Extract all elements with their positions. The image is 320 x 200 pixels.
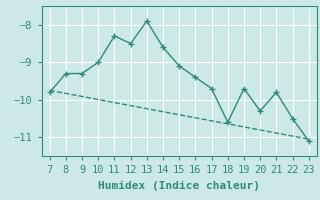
X-axis label: Humidex (Indice chaleur): Humidex (Indice chaleur) [98,181,260,191]
